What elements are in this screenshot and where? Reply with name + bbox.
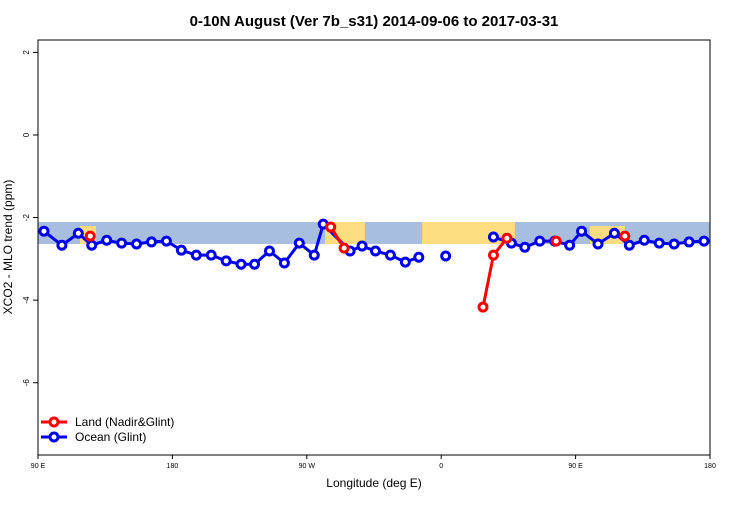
legend-label: Ocean (Glint) [75,430,146,444]
y-tick-label: -2 [22,213,31,221]
point [487,231,499,243]
point [576,225,588,237]
point [550,235,562,247]
point [384,249,396,261]
point [683,236,695,248]
x-tick-label: 90 W [299,463,316,470]
y-tick-label: 2 [22,50,31,55]
point [477,301,489,313]
point [220,255,232,267]
legend-marker [48,431,60,443]
point [698,235,710,247]
point [235,258,247,270]
point [638,234,650,246]
y-tick-label: -4 [22,296,31,304]
point [205,249,217,261]
x-tick-label: 180 [704,463,716,470]
point [369,245,381,257]
point [84,230,96,242]
point [116,237,128,249]
point [160,235,172,247]
point [72,227,84,239]
point [325,221,337,233]
point [249,258,261,270]
point [653,237,665,249]
y-tick-label: 0 [22,132,31,137]
plot-frame [37,39,711,456]
point [101,234,113,246]
x-axis-label: Longitude (deg E) [326,476,421,490]
point [440,250,452,262]
point [38,225,50,237]
point [86,239,98,251]
point [190,249,202,261]
point [278,257,290,269]
x-tick-label: 180 [167,463,179,470]
point [356,240,368,252]
point [263,245,275,257]
series-line [481,237,509,308]
point [175,244,187,256]
point [619,230,631,242]
chart-title: 0-10N August (Ver 7b_s31) 2014-09-06 to … [190,13,559,30]
point [519,241,531,253]
x-tick-label: 90 E [31,463,46,470]
point [399,256,411,268]
point [308,249,320,261]
point [293,237,305,249]
point [668,238,680,250]
point [592,238,604,250]
point [534,235,546,247]
y-axis-label: XCO2 - MLO trend (ppm) [1,180,15,315]
legend-label: Land (Nadir&Glint) [75,415,174,429]
legend-marker [48,416,60,428]
point [487,249,499,261]
point [338,242,350,254]
y-tick-label: -6 [22,379,31,387]
point [501,232,513,244]
x-tick-label: 90 E [568,463,583,470]
x-tick-label: 0 [439,463,443,470]
point [145,236,157,248]
point [608,227,620,239]
point [623,239,635,251]
point [56,239,68,251]
point [564,239,576,251]
point [413,251,425,263]
point [131,238,143,250]
